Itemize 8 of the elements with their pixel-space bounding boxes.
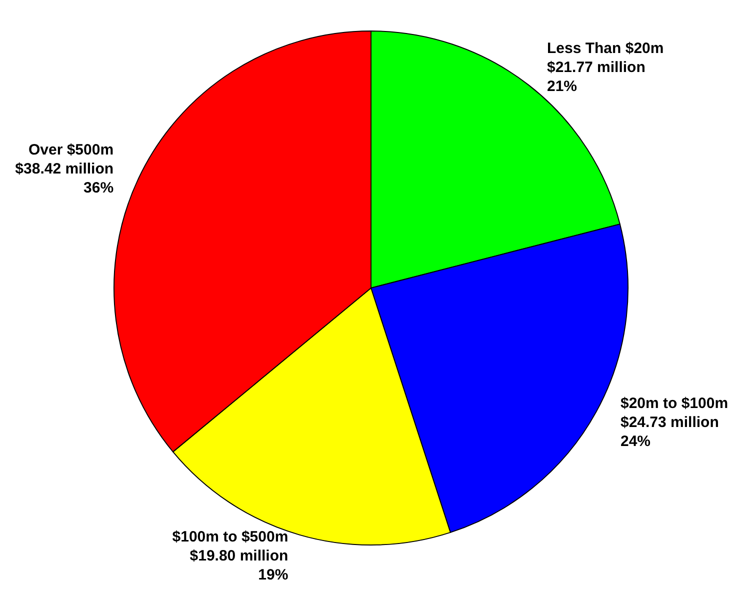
slice-label: Over $500m — [28, 142, 114, 159]
slice-label: $100m to $500m — [172, 528, 288, 546]
data-label: $24.73 million 24% — [620, 414, 719, 450]
slice-label: $20m to $100m — [620, 394, 728, 412]
data-label: $19.80 million 19% — [190, 547, 288, 584]
data-label: $38.42 million 36% — [15, 160, 114, 197]
data-label: $21.77 million 21% — [547, 59, 646, 96]
slice-label: Less Than $20m — [547, 40, 664, 58]
